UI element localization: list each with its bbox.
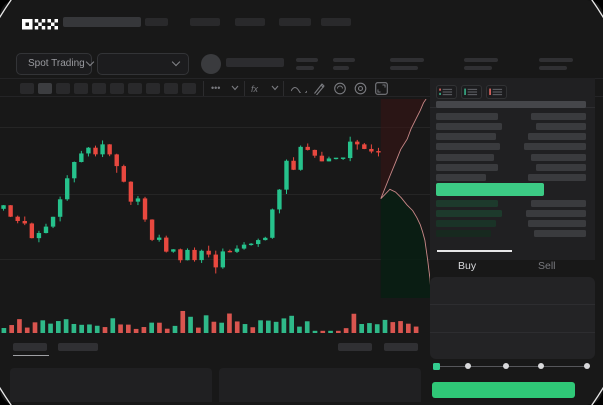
svg-text:•••: ••• (211, 83, 220, 93)
svg-text:fx: fx (251, 84, 259, 94)
